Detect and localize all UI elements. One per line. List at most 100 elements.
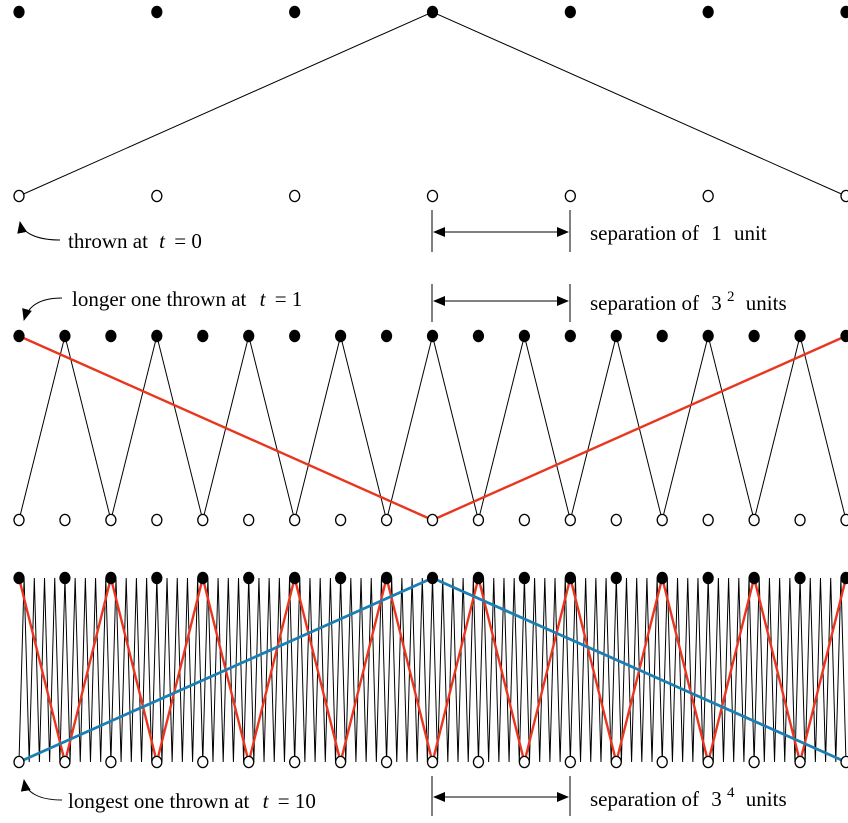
panel-3-top-dot <box>59 571 71 585</box>
panel-3-top-dot <box>335 571 347 585</box>
panel-2-bottom-dot <box>472 513 485 527</box>
panel-2-separation: separation of 3 2 units <box>590 282 787 315</box>
panel-2-bottom-dot <box>840 513 848 527</box>
panel-2-bottom-dot <box>59 513 71 527</box>
panel-3-bottom-dot <box>289 755 301 769</box>
panel-2-label: longer one thrown at t = 1 <box>72 287 302 311</box>
panel-3-top-dot <box>518 571 530 585</box>
panel-3-bottom-dot <box>840 755 848 769</box>
panel-2-top-dot <box>380 329 393 343</box>
panel-1-top-dot <box>289 5 301 19</box>
panel-3-bottom-dot <box>702 755 714 769</box>
panel-3-bottom-dot <box>518 755 531 769</box>
panel-1-label: thrown at t = 0 <box>68 229 202 253</box>
panel-2-short-throws <box>18 335 847 521</box>
panel-3-bottom-dot <box>59 755 71 769</box>
lines-layer <box>17 11 848 764</box>
panel-2-bottom-dot <box>197 513 209 527</box>
panel-2-bottom-dot <box>151 513 163 527</box>
panel-3-top-dot <box>243 571 255 585</box>
panel-3-separation: separation of 3 4 units <box>590 778 787 811</box>
panel-1-top-dot <box>426 5 439 19</box>
panel-3-top-dot <box>289 571 301 585</box>
panel-2-top-dot <box>59 329 71 343</box>
panel-1-annotations: thrown at t = 0 separation of 1 unit <box>17 210 767 253</box>
panel-2-bottom-dot <box>334 513 347 527</box>
panel-1-bottom-dot <box>13 189 25 203</box>
panel-3-top-dot <box>13 571 25 585</box>
panel-2-bottom-dot <box>426 513 439 527</box>
panel-2-bottom-dot <box>518 513 531 527</box>
panel-2-annotations: longer one thrown at t = 1 separation of… <box>22 282 787 322</box>
panel-2-top-dot <box>840 329 848 343</box>
panel-3-bottom-dot <box>334 755 347 769</box>
panel-2-top-dot <box>426 329 439 343</box>
panel-2-red-throw <box>18 334 847 522</box>
panel-3-blue-throw <box>18 576 847 764</box>
panel-2-top-dot <box>13 329 25 343</box>
panel-1-top-dot <box>564 5 576 19</box>
dots-layer <box>13 5 848 769</box>
panel-2-bottom-dot <box>13 513 25 527</box>
panel-2-bottom-dot <box>564 513 576 527</box>
panel-2-top-dot <box>702 329 714 343</box>
panel-2-top-dot <box>243 329 255 343</box>
panel-3-top-dot <box>197 571 209 585</box>
panel-1-top-dot <box>151 5 163 19</box>
panel-3-bottom-dot <box>380 755 393 769</box>
panel-2-top-dot <box>197 329 209 343</box>
panel-3-top-dot <box>702 571 714 585</box>
panel-3-bottom-dot <box>197 755 209 769</box>
panel-2-top-dot <box>794 329 806 343</box>
panel-1-bottom-dot <box>702 189 714 203</box>
panel-2-top-dot <box>748 329 760 343</box>
panel-3-bottom-dot <box>105 755 117 769</box>
panel-1-bottom-dot <box>289 189 301 203</box>
panel-2-top-dot <box>335 329 347 343</box>
panel-2-bottom-dot <box>610 513 622 527</box>
panel-3-bottom-dot <box>610 755 622 769</box>
panel-3-top-dot <box>151 571 163 585</box>
panel-2-bottom-dot <box>105 513 117 527</box>
panel-3-top-dot <box>840 571 848 585</box>
panel-3-top-dot <box>472 571 485 585</box>
panel-3-bottom-dot <box>564 755 576 769</box>
panel-2-bottom-dot <box>748 513 760 527</box>
panel-2-top-dot <box>472 329 485 343</box>
panel-3-top-dot <box>794 571 806 585</box>
panel-2-top-dot <box>610 329 622 343</box>
panel-3-top-dot <box>564 571 576 585</box>
panel-3-top-dot <box>380 571 393 585</box>
panel-2-top-dot <box>564 329 576 343</box>
panel-2-bottom-dot <box>380 513 393 527</box>
thrown-arrow-icon <box>17 221 61 241</box>
panel-3-red-throws <box>17 577 848 763</box>
panel-2-top-dot <box>151 329 163 343</box>
panel-3-bottom-dot <box>151 755 163 769</box>
panel-3-bottom-dot <box>794 755 806 769</box>
panel-2-bottom-dot <box>289 513 301 527</box>
panel-1-top-dot <box>702 5 714 19</box>
panel-3-bottom-dot <box>13 755 25 769</box>
panel-3-top-dot <box>426 571 439 585</box>
panel-3-bottom-dot <box>426 755 439 769</box>
panel-3-bottom-dot <box>243 755 255 769</box>
panel-2-bottom-dot <box>243 513 255 527</box>
panel-3-short-throws <box>18 577 847 763</box>
panel-3-bottom-dot <box>748 755 760 769</box>
panel-3-annotations: longest one thrown at t = 10 separation … <box>20 776 787 816</box>
panel-3-top-dot <box>105 571 117 585</box>
panel-1-top-dot <box>840 5 848 19</box>
panel-1-top-dot <box>13 5 25 19</box>
panel-3-top-dot <box>748 571 760 585</box>
panel-2-top-dot <box>105 329 117 343</box>
panel-2-top-dot <box>518 329 530 343</box>
panel-3-bottom-dot <box>472 755 485 769</box>
panel-3-top-dot <box>610 571 622 585</box>
panel-1-throw-line <box>18 11 847 197</box>
panel-2-bottom-dot <box>656 513 668 527</box>
panel-1-separation: separation of 1 unit <box>590 221 767 245</box>
panel-2-bottom-dot <box>702 513 714 527</box>
panel-1-bottom-dot <box>564 189 576 203</box>
panel-2-top-dot <box>656 329 668 343</box>
